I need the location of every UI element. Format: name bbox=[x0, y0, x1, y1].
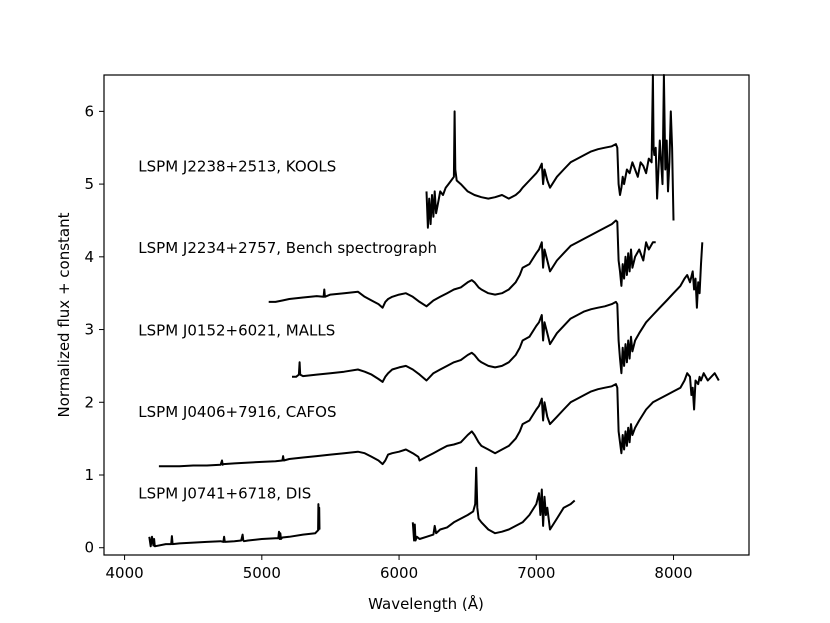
series-line bbox=[425, 74, 675, 229]
y-tick-label: 4 bbox=[84, 248, 94, 266]
y-tick-label: 3 bbox=[84, 321, 94, 339]
y-tick-label: 6 bbox=[84, 102, 94, 120]
series-line bbox=[411, 466, 576, 542]
series-line bbox=[148, 503, 321, 548]
plot-lines bbox=[148, 74, 720, 548]
series-labels: LSPM J0741+6718, DIS LSPM J0406+7916, CAF… bbox=[138, 158, 437, 503]
y-axis: 0 1 2 3 4 5 6 bbox=[84, 102, 104, 557]
series-label: LSPM J0152+6021, MALLS bbox=[138, 321, 335, 339]
plot-frame bbox=[103, 74, 750, 556]
y-tick-label: 1 bbox=[84, 466, 94, 484]
y-tick-label: 2 bbox=[84, 393, 94, 411]
series-label: LSPM J2234+2757, Bench spectrograph bbox=[138, 239, 437, 257]
x-axis-label: Wavelength (Å) bbox=[368, 594, 484, 613]
series-line bbox=[268, 219, 656, 309]
x-tick-label: 5000 bbox=[243, 564, 281, 582]
y-axis-label: Normalized flux + constant bbox=[55, 212, 73, 417]
y-tick-label: 5 bbox=[84, 175, 94, 193]
series-label: LSPM J0741+6718, DIS bbox=[138, 484, 311, 502]
x-tick-label: 4000 bbox=[105, 564, 143, 582]
x-tick-label: 8000 bbox=[654, 564, 692, 582]
series-label: LSPM J2238+2513, KOOLS bbox=[138, 158, 336, 176]
series-line bbox=[292, 242, 704, 383]
x-tick-label: 6000 bbox=[380, 564, 418, 582]
y-tick-label: 0 bbox=[84, 539, 94, 557]
series-label: LSPM J0406+7916, CAFOS bbox=[138, 403, 336, 421]
x-axis: 4000 5000 6000 7000 8000 bbox=[105, 555, 693, 582]
x-tick-label: 7000 bbox=[517, 564, 555, 582]
series-line bbox=[158, 372, 720, 468]
